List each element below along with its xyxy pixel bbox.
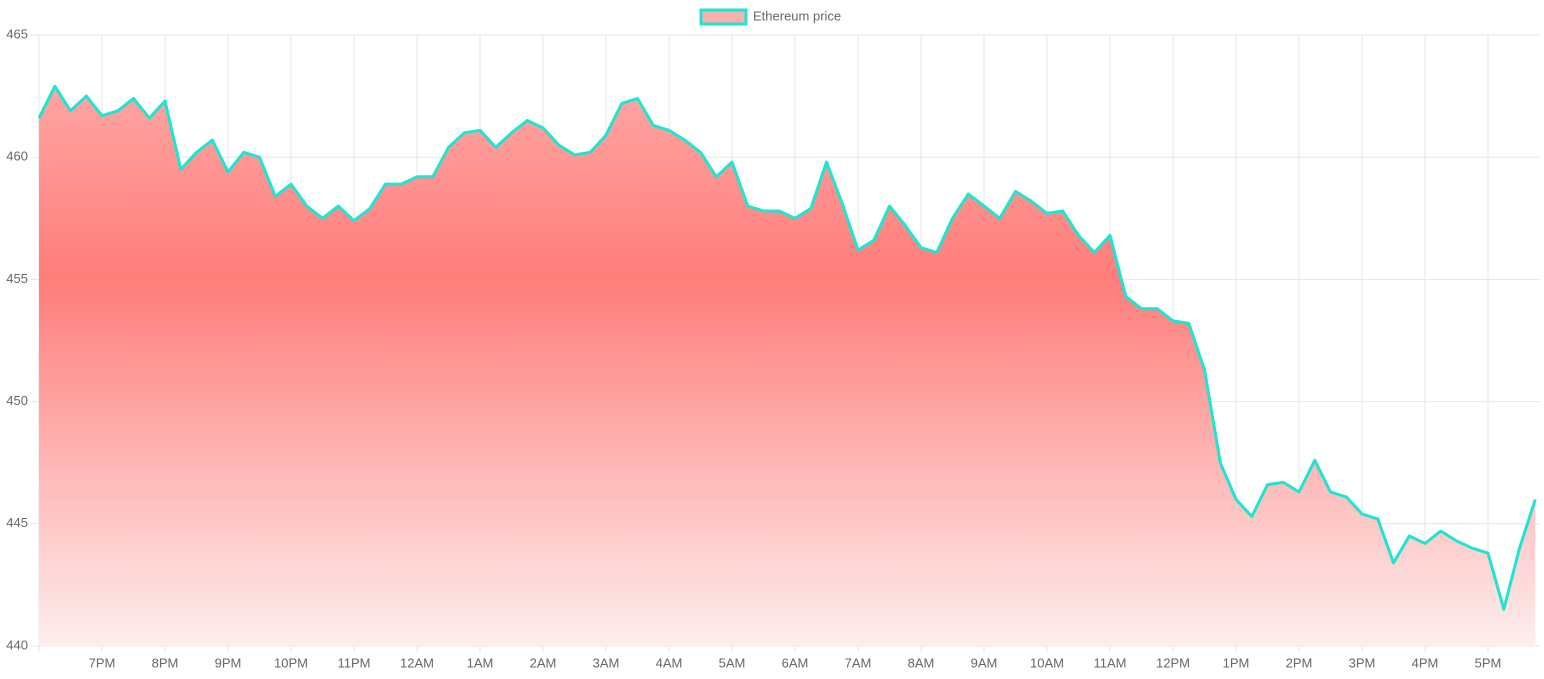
x-tick-label: 5AM xyxy=(719,655,746,670)
y-tick-label: 445 xyxy=(6,515,28,530)
x-tick-label: 11PM xyxy=(338,655,371,670)
x-tick-label: 3PM xyxy=(1349,655,1376,670)
x-tick-label: 3AM xyxy=(593,655,620,670)
x-tick-label: 12PM xyxy=(1156,655,1190,670)
y-tick-label: 450 xyxy=(6,393,28,408)
x-tick-label: 8PM xyxy=(152,655,179,670)
area xyxy=(39,86,1536,647)
x-tick-label: 4AM xyxy=(656,655,683,670)
x-tick-label: 2AM xyxy=(530,655,557,670)
y-tick-label: 460 xyxy=(6,149,28,164)
x-tick-label: 10AM xyxy=(1030,655,1064,670)
x-tick-label: 5PM xyxy=(1475,655,1502,670)
x-tick-label: 12AM xyxy=(400,655,434,670)
y-tick-label: 440 xyxy=(6,637,28,652)
x-tick-label: 1AM xyxy=(467,655,494,670)
legend-label: Ethereum price xyxy=(753,8,841,23)
legend-swatch xyxy=(699,8,748,26)
x-tick-label: 4PM xyxy=(1412,655,1439,670)
x-tick-label: 1PM xyxy=(1223,655,1250,670)
x-tick-label: 8AM xyxy=(908,655,935,670)
x-tick-label: 10PM xyxy=(274,655,308,670)
x-tick-label: 7PM xyxy=(89,655,116,670)
y-tick-label: 455 xyxy=(6,271,28,286)
x-tick-label: 7AM xyxy=(845,655,872,670)
x-tick-label: 6AM xyxy=(782,655,809,670)
x-tick-label: 2PM xyxy=(1286,655,1313,670)
y-tick-label: 465 xyxy=(6,26,28,41)
x-tick-label: 9AM xyxy=(971,655,998,670)
line xyxy=(37,84,1537,611)
x-tick-label: 9PM xyxy=(215,655,242,670)
x-tick-label: 11AM xyxy=(1094,655,1127,670)
